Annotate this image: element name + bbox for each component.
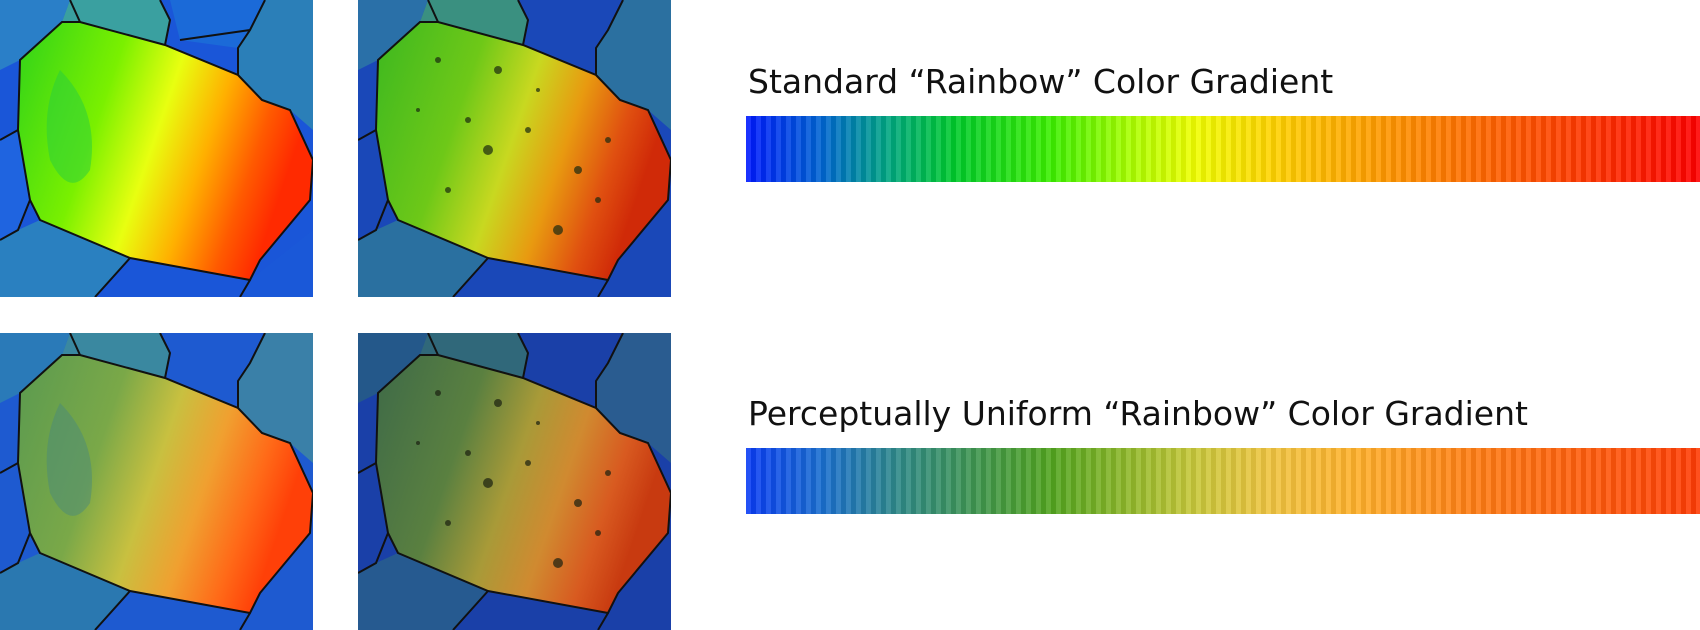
uniform-rainbow-gradient-bar [746,448,1700,514]
gradient-banding [746,116,1700,182]
standard-gradient-title: Standard “Rainbow” Color Gradient [748,62,1334,101]
standard-rainbow-gradient-bar [746,116,1700,182]
grain-map-standard [0,0,313,297]
grain-image-uniform [358,333,671,630]
grain-map-uniform [0,333,313,630]
grain-image-standard [358,0,671,297]
uniform-gradient-title: Perceptually Uniform “Rainbow” Color Gra… [748,394,1528,433]
gradient-banding [746,448,1700,514]
